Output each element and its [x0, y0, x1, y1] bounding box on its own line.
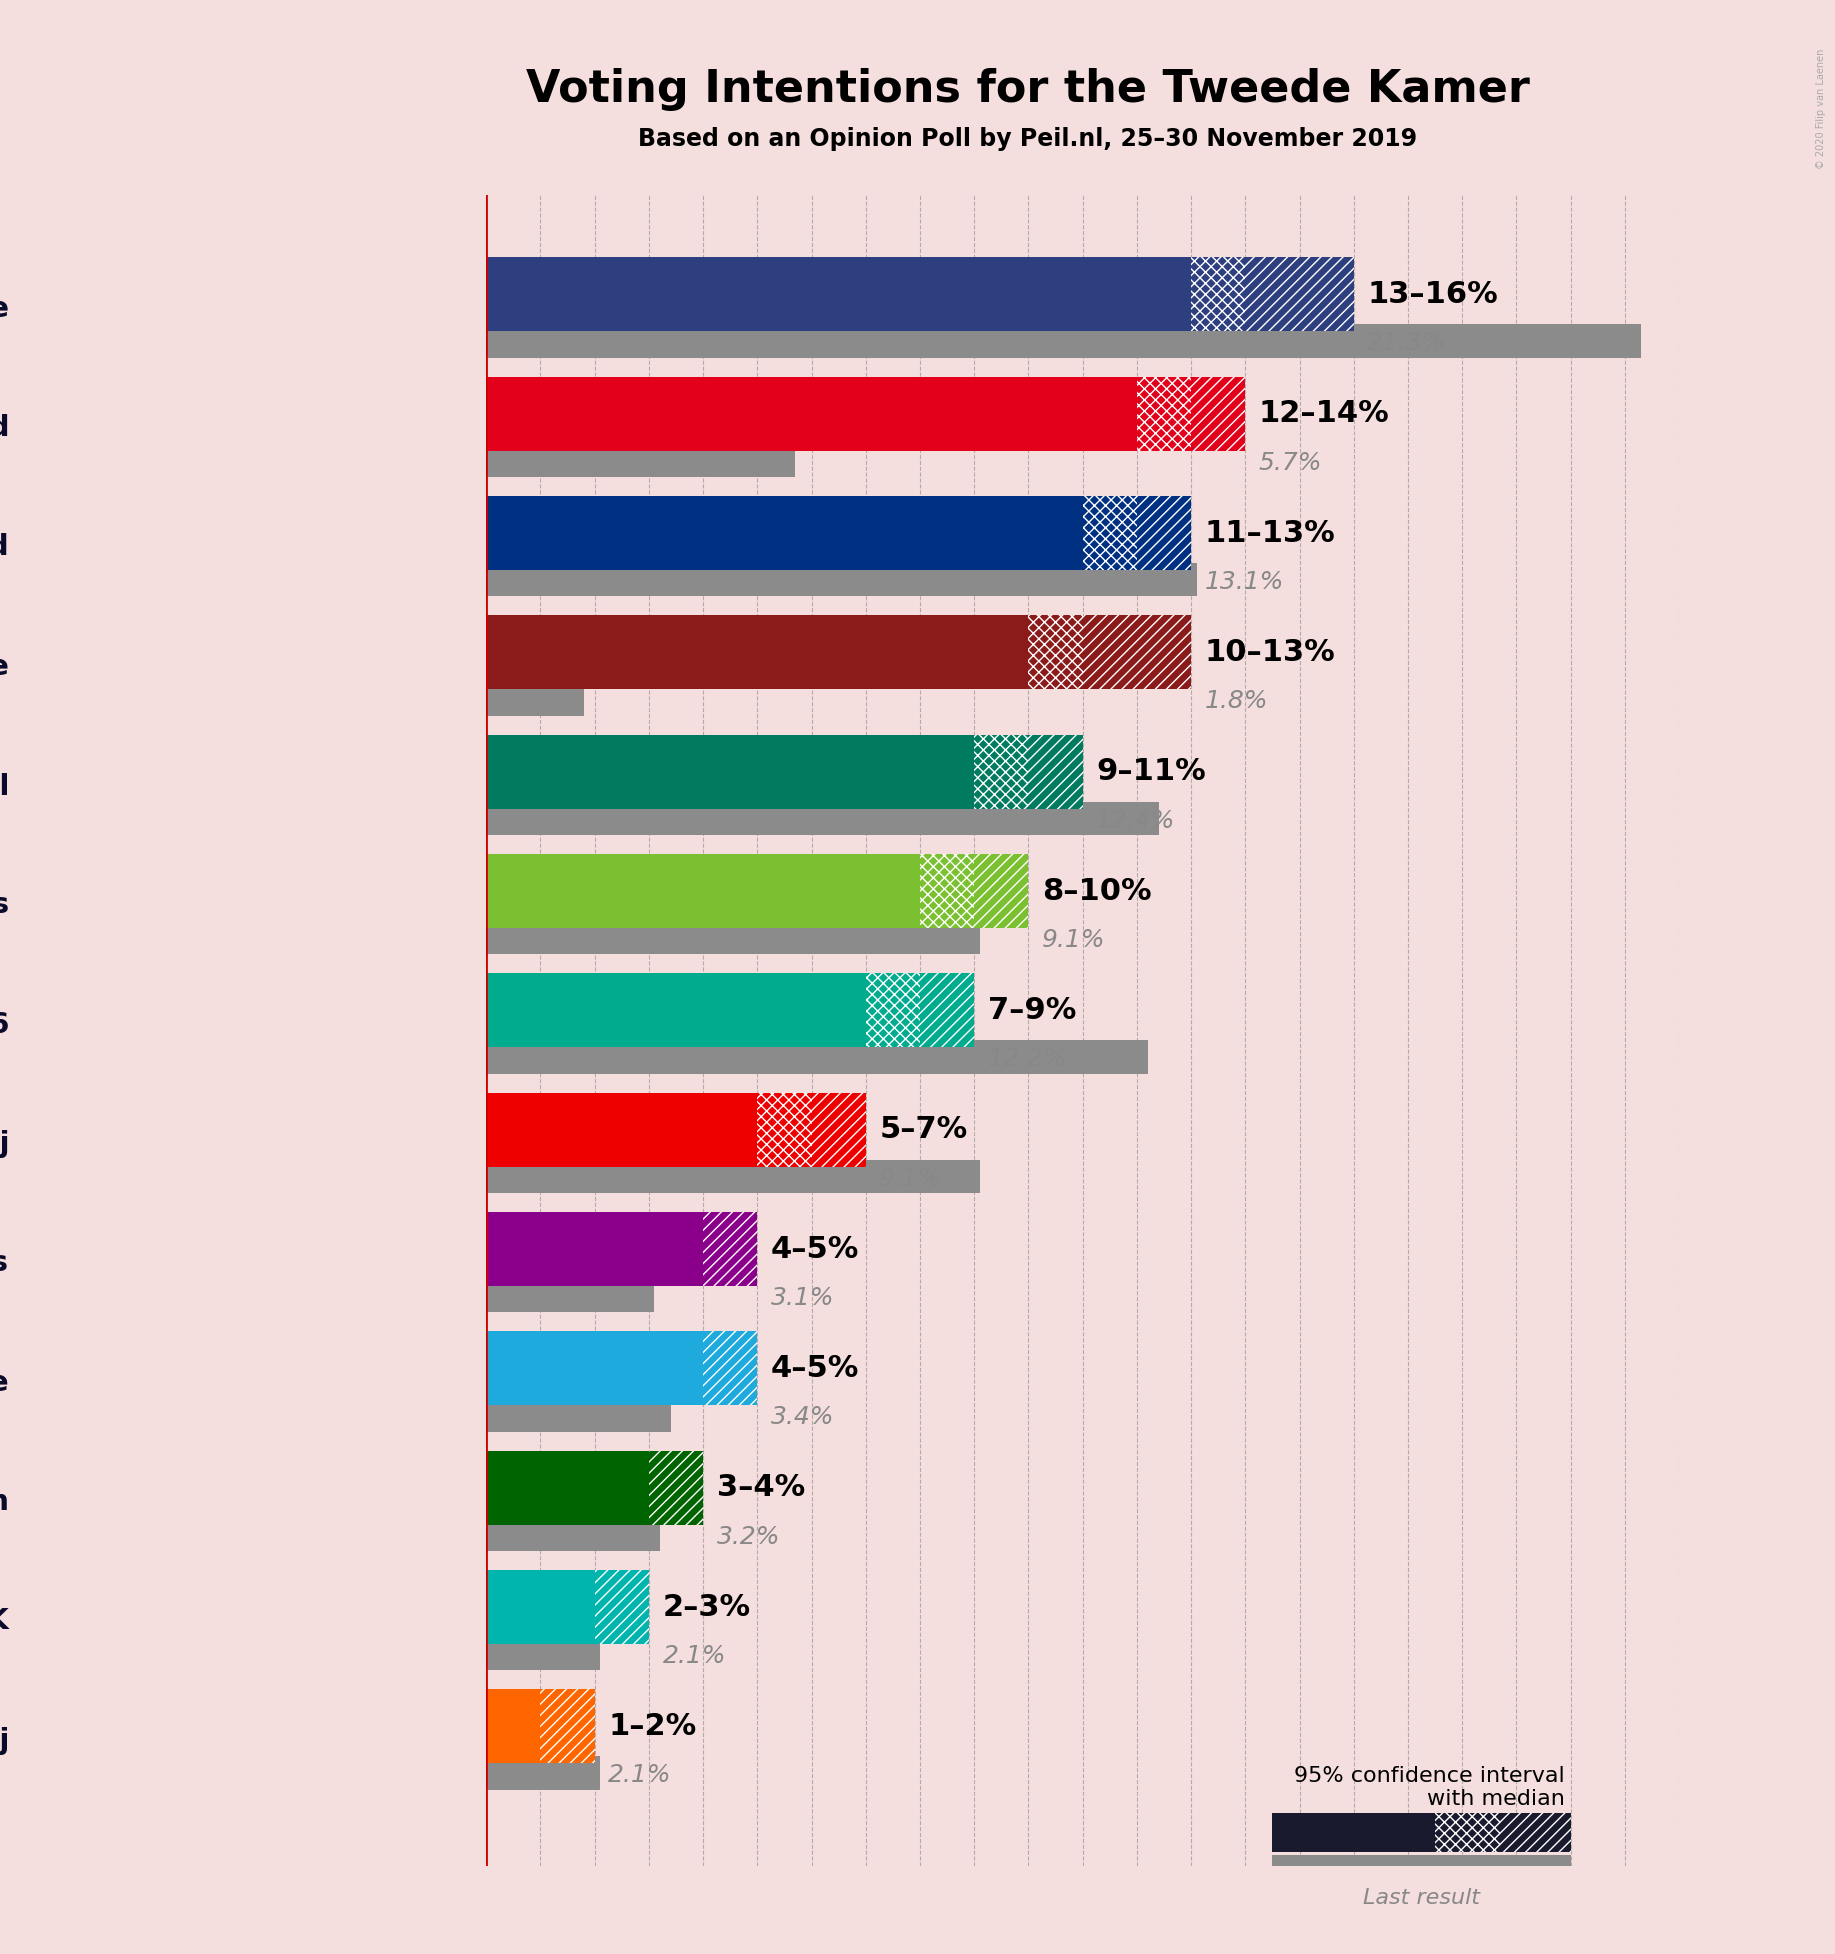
Bar [1083, 616, 1191, 690]
Text: Democraten 66: Democraten 66 [0, 1010, 9, 1040]
Bar [486, 1159, 980, 1194]
Bar [486, 496, 1083, 571]
Bar [1083, 496, 1138, 571]
Text: GroenLinks: GroenLinks [0, 891, 9, 918]
Text: © 2020 Filip van Laenen: © 2020 Filip van Laenen [1817, 49, 1826, 170]
Bar [974, 735, 1028, 809]
Bar [541, 1690, 595, 1763]
Bar [703, 1331, 758, 1405]
Bar [1272, 1813, 1435, 1852]
Bar [650, 1450, 703, 1524]
Bar [486, 563, 1196, 596]
Text: 9–11%: 9–11% [1095, 758, 1206, 786]
Text: 3.4%: 3.4% [771, 1405, 835, 1430]
Bar [486, 1399, 670, 1432]
Text: Christen-Democratisch Appèl: Christen-Democratisch Appèl [0, 772, 9, 801]
Bar [486, 1690, 541, 1763]
Bar [486, 801, 1158, 834]
Text: 7–9%: 7–9% [987, 997, 1075, 1026]
Bar [1191, 377, 1246, 451]
Text: 5.7%: 5.7% [1259, 451, 1323, 475]
Text: 1–2%: 1–2% [607, 1712, 697, 1741]
Text: ChristenUnie: ChristenUnie [0, 1368, 9, 1397]
Bar [486, 1450, 650, 1524]
Bar [1501, 1813, 1571, 1852]
Bar [486, 1092, 758, 1167]
Text: Last result: Last result [1363, 1888, 1481, 1909]
Text: Socialistische Partij: Socialistische Partij [0, 1129, 9, 1159]
Bar [1191, 258, 1246, 332]
Bar [866, 973, 919, 1047]
Text: 2.1%: 2.1% [607, 1763, 672, 1788]
Bar [1028, 616, 1083, 690]
Text: Voting Intentions for the Tweede Kamer: Voting Intentions for the Tweede Kamer [525, 68, 1530, 111]
Text: 13–16%: 13–16% [1367, 279, 1497, 309]
Text: Based on an Opinion Poll by Peil.nl, 25–30 November 2019: Based on an Opinion Poll by Peil.nl, 25–… [639, 127, 1417, 150]
Bar [486, 1280, 655, 1313]
Bar [974, 854, 1028, 928]
Text: 1.8%: 1.8% [1204, 690, 1268, 713]
Bar [486, 735, 974, 809]
Text: 50Plus: 50Plus [0, 1249, 9, 1278]
Text: 3.2%: 3.2% [717, 1524, 780, 1550]
Text: Forum voor Democratie: Forum voor Democratie [0, 653, 9, 680]
Text: 13.1%: 13.1% [1204, 571, 1284, 594]
Text: Partij voor de Vrijheid: Partij voor de Vrijheid [0, 533, 9, 561]
Bar [919, 854, 974, 928]
Bar [919, 973, 974, 1047]
Bar [486, 1518, 661, 1551]
Bar [1138, 496, 1191, 571]
Bar [486, 1571, 595, 1643]
Text: 11–13%: 11–13% [1204, 518, 1336, 547]
Text: 9.1%: 9.1% [879, 1167, 943, 1190]
Text: 2–3%: 2–3% [662, 1593, 751, 1622]
Bar [1272, 1856, 1571, 1876]
Text: 12–14%: 12–14% [1259, 399, 1389, 428]
Bar [486, 1637, 600, 1671]
Bar [486, 324, 1640, 358]
Bar [486, 920, 980, 954]
Bar [1028, 735, 1083, 809]
Bar [1246, 258, 1354, 332]
Text: 95% confidence interval
with median: 95% confidence interval with median [1294, 1766, 1565, 1809]
Text: 3–4%: 3–4% [717, 1473, 806, 1503]
Text: 2.1%: 2.1% [662, 1643, 727, 1669]
Text: 8–10%: 8–10% [1042, 877, 1152, 905]
Bar [486, 444, 795, 477]
Text: 21.3%: 21.3% [1367, 332, 1446, 356]
Text: 3.1%: 3.1% [771, 1286, 835, 1309]
Bar [486, 1757, 600, 1790]
Bar [486, 1211, 703, 1286]
Bar [486, 616, 1028, 690]
Text: 9.1%: 9.1% [1042, 928, 1105, 952]
Text: Partij voor de Dieren: Partij voor de Dieren [0, 1489, 9, 1516]
Text: 10–13%: 10–13% [1204, 637, 1336, 666]
Bar [758, 1092, 811, 1167]
Text: DENK: DENK [0, 1608, 9, 1635]
Bar [486, 377, 1138, 451]
Bar [486, 682, 584, 715]
Text: 4–5%: 4–5% [771, 1235, 859, 1264]
Text: 12.2%: 12.2% [987, 1047, 1068, 1071]
Bar [811, 1092, 866, 1167]
Bar [595, 1571, 650, 1643]
Bar [486, 1040, 1147, 1073]
Text: Staatkundig Gereformeerde Partij: Staatkundig Gereformeerde Partij [0, 1727, 9, 1755]
Text: 4–5%: 4–5% [771, 1354, 859, 1383]
Text: 12.4%: 12.4% [1095, 809, 1176, 832]
Bar [1435, 1813, 1501, 1852]
Bar [486, 854, 919, 928]
Text: Volkspartij voor Vrijheid en Democratie: Volkspartij voor Vrijheid en Democratie [0, 295, 9, 322]
Text: Partij van de Arbeid: Partij van de Arbeid [0, 414, 9, 442]
Bar [486, 973, 866, 1047]
Bar [486, 1331, 703, 1405]
Bar [703, 1211, 758, 1286]
Text: 5–7%: 5–7% [879, 1116, 967, 1145]
Bar [1138, 377, 1191, 451]
Bar [486, 258, 1191, 332]
